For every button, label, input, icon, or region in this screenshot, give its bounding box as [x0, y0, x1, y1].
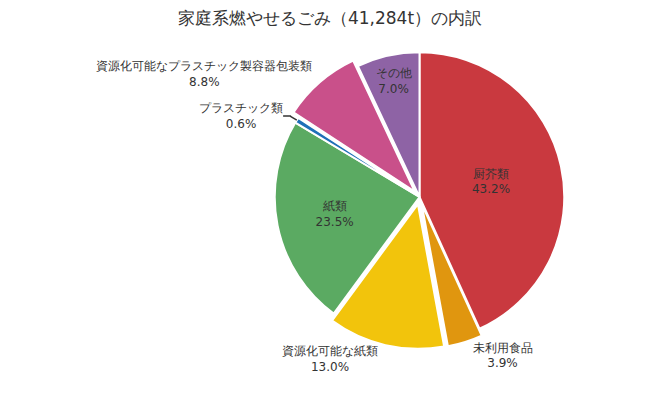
- svg-text:その他7.0%: その他7.0%: [376, 66, 412, 96]
- svg-text:未利用食品3.9%: 未利用食品3.9%: [473, 341, 533, 371]
- svg-text:資源化可能な紙類13.0%: 資源化可能な紙類13.0%: [282, 344, 378, 374]
- svg-text:厨芥類43.2%: 厨芥類43.2%: [472, 167, 510, 197]
- svg-text:紙類23.5%: 紙類23.5%: [316, 199, 354, 229]
- svg-text:資源化可能なプラスチック製容器包装類8.8%: 資源化可能なプラスチック製容器包装類8.8%: [96, 59, 312, 89]
- svg-text:プラスチック類0.6%: プラスチック類0.6%: [199, 101, 283, 131]
- svg-text:家庭系燃やせるごみ（41,284t）の内訳: 家庭系燃やせるごみ（41,284t）の内訳: [178, 8, 482, 28]
